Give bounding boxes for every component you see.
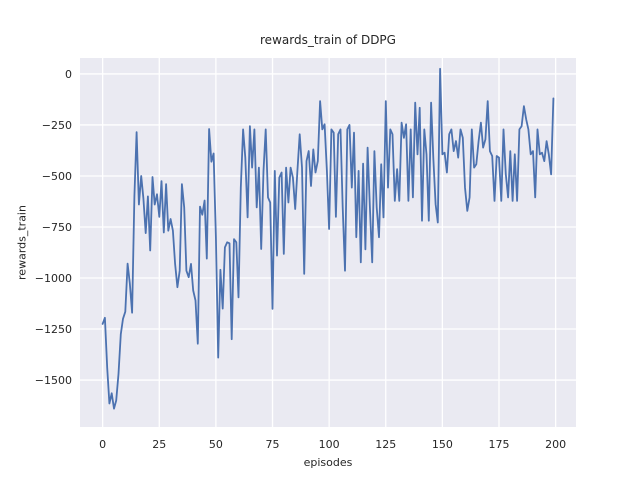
x-tick-label: 150 (432, 438, 453, 451)
y-tick-label: 0 (65, 68, 72, 81)
y-axis-label: rewards_train (15, 205, 29, 280)
x-tick-label: 175 (488, 438, 509, 451)
data-line-rewards_train (101, 67, 555, 410)
y-tick-label: −250 (42, 119, 72, 132)
y-tick-label: −1250 (35, 323, 72, 336)
y-tick-label: −500 (42, 170, 72, 183)
x-tick-label: 100 (319, 438, 340, 451)
y-tick-label: −1000 (35, 272, 72, 285)
x-tick-label: 200 (545, 438, 566, 451)
x-tick-label: 75 (266, 438, 280, 451)
y-tick-label: −1500 (35, 374, 72, 387)
x-tick-label: 0 (99, 438, 106, 451)
x-tick-label: 50 (209, 438, 223, 451)
x-axis-label: episodes (303, 456, 353, 469)
axes-background (80, 58, 576, 427)
y-tick-label: −750 (42, 221, 72, 234)
x-tick-label: 125 (375, 438, 396, 451)
chart-title: rewards_train of DDPG (260, 33, 396, 47)
x-tick-label: 25 (152, 438, 166, 451)
